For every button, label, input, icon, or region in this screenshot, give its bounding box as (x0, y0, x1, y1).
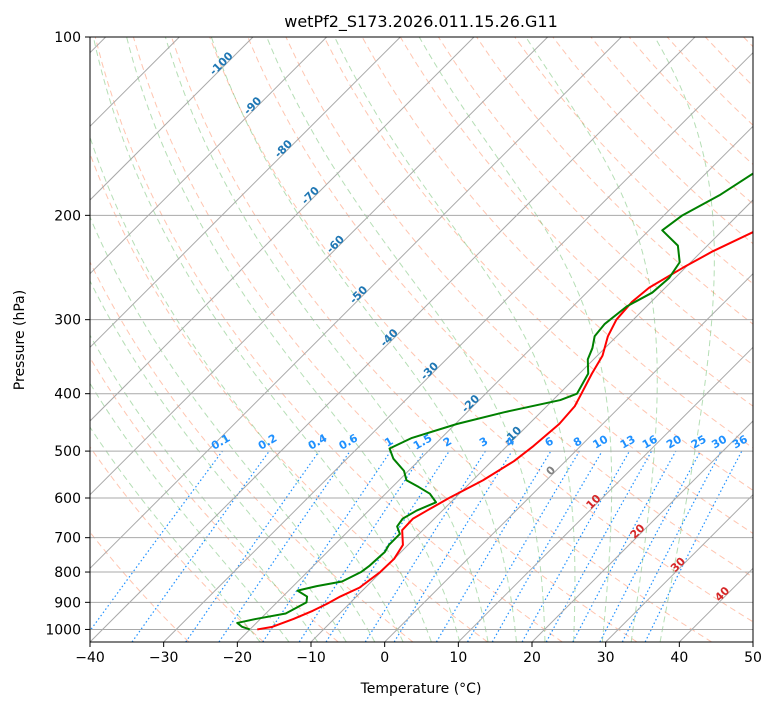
mixing-ratio-line (644, 450, 743, 642)
moist-adiabat-line (210, 37, 517, 642)
isotherm-line (531, 420, 753, 642)
dry-adiabat-line (90, 356, 339, 642)
mixing-ratio-line (218, 450, 351, 642)
isotherm-line (90, 37, 328, 275)
moist-adiabat-line (90, 334, 319, 642)
moist-adiabat-line (266, 37, 546, 642)
dry-adiabat-line (247, 37, 753, 578)
y-axis-title: Pressure (hPa) (12, 290, 28, 390)
moist-adiabat-line (164, 37, 489, 642)
isotherm-line (90, 37, 622, 570)
dry-adiabat-line (171, 37, 713, 642)
x-tick-label: −20 (223, 650, 253, 666)
dry-adiabats (90, 37, 753, 642)
mixing-ratio-line (393, 450, 513, 642)
moist-adiabat-line (90, 426, 261, 642)
dry-adiabat-line (285, 37, 753, 535)
isotherm-line (310, 199, 753, 642)
isotherm-line (90, 37, 475, 422)
dewpoint-profile-line (236, 172, 753, 631)
plot-area: -100-90-80-70-60-50-40-30-20-10010203040… (90, 37, 753, 642)
mixing-ratio-line (325, 450, 450, 642)
plot-frame (89, 36, 754, 643)
moist-adiabats (90, 37, 715, 642)
moist-adiabat-line (92, 37, 432, 642)
isotherm-line (236, 125, 753, 642)
y-tick-label: 100 (54, 30, 81, 46)
mixing-ratio-line (545, 450, 653, 642)
mixing-ratio-line (298, 450, 425, 642)
dry-adiabat-line (514, 37, 753, 285)
dry-adiabat-line (90, 260, 414, 642)
mixing-ratio-line (262, 450, 392, 642)
dry-adiabat-line (132, 37, 638, 642)
isotherm-line (90, 37, 549, 496)
moist-adiabat-line (90, 215, 376, 642)
mixing-ratio-line (90, 450, 223, 632)
moist-adiabat-line (525, 37, 658, 642)
mixing-ratio-line (185, 450, 320, 642)
mixing-ratio-line (572, 450, 677, 642)
mixing-ratio-line (131, 450, 270, 642)
profiles (236, 172, 753, 631)
temperature-profile-line (257, 231, 753, 631)
x-axis-ticks: −40 −30 −20 −10 0 10 20 30 40 50 (75, 642, 762, 666)
y-tick-label: 800 (54, 565, 81, 581)
y-tick-label: 900 (54, 595, 81, 611)
y-tick-label: 400 (54, 387, 81, 403)
dry-adiabat-line (90, 446, 264, 642)
x-tick-label: 0 (380, 650, 389, 666)
isotherm-grid (90, 37, 753, 642)
moist-adiabat-line (654, 37, 715, 642)
dry-adiabat-line (94, 37, 563, 642)
isotherm-line (90, 37, 254, 201)
x-tick-label: 30 (597, 650, 615, 666)
x-tick-label: 20 (523, 650, 541, 666)
x-tick-label: 10 (449, 650, 467, 666)
y-tick-label: 500 (54, 444, 81, 460)
x-tick-label: −40 (75, 650, 105, 666)
isotherm-line (605, 493, 753, 642)
chart-title: wetPf2_S173.2026.011.15.26.G11 (284, 12, 558, 32)
x-axis-title: Temperature (°C) (360, 681, 482, 697)
y-tick-label: 700 (54, 531, 81, 547)
isotherm-line (163, 51, 753, 642)
moist-adiabat-line (126, 37, 461, 642)
y-axis-ticks: 100 200 300 400 500 600 700 800 900 1000 (45, 30, 90, 638)
y-tick-label: 600 (54, 491, 81, 507)
y-tick-label: 300 (54, 313, 81, 329)
isotherm-line (457, 346, 753, 642)
y-tick-label: 1000 (45, 622, 81, 638)
isotherm-line (90, 37, 696, 642)
y-tick-label: 200 (54, 208, 81, 224)
moist-adiabat-line (90, 382, 290, 642)
x-tick-label: −30 (149, 650, 179, 666)
dry-adiabat-line (476, 37, 753, 325)
mixing-ratio-line (521, 450, 631, 642)
moist-adiabat-line (90, 135, 404, 642)
x-tick-label: −10 (296, 650, 326, 666)
x-tick-label: 40 (670, 650, 688, 666)
isobar-grid (90, 37, 753, 630)
isotherm-line (90, 37, 401, 349)
moist-adiabat-line (418, 37, 613, 642)
mixing-ratio-lines (90, 450, 743, 642)
isotherm-line (384, 272, 753, 642)
moist-adiabat-line (334, 37, 576, 642)
dry-adiabat-line (323, 37, 753, 491)
dry-adiabat-line (209, 37, 753, 623)
x-tick-label: 50 (744, 650, 762, 666)
